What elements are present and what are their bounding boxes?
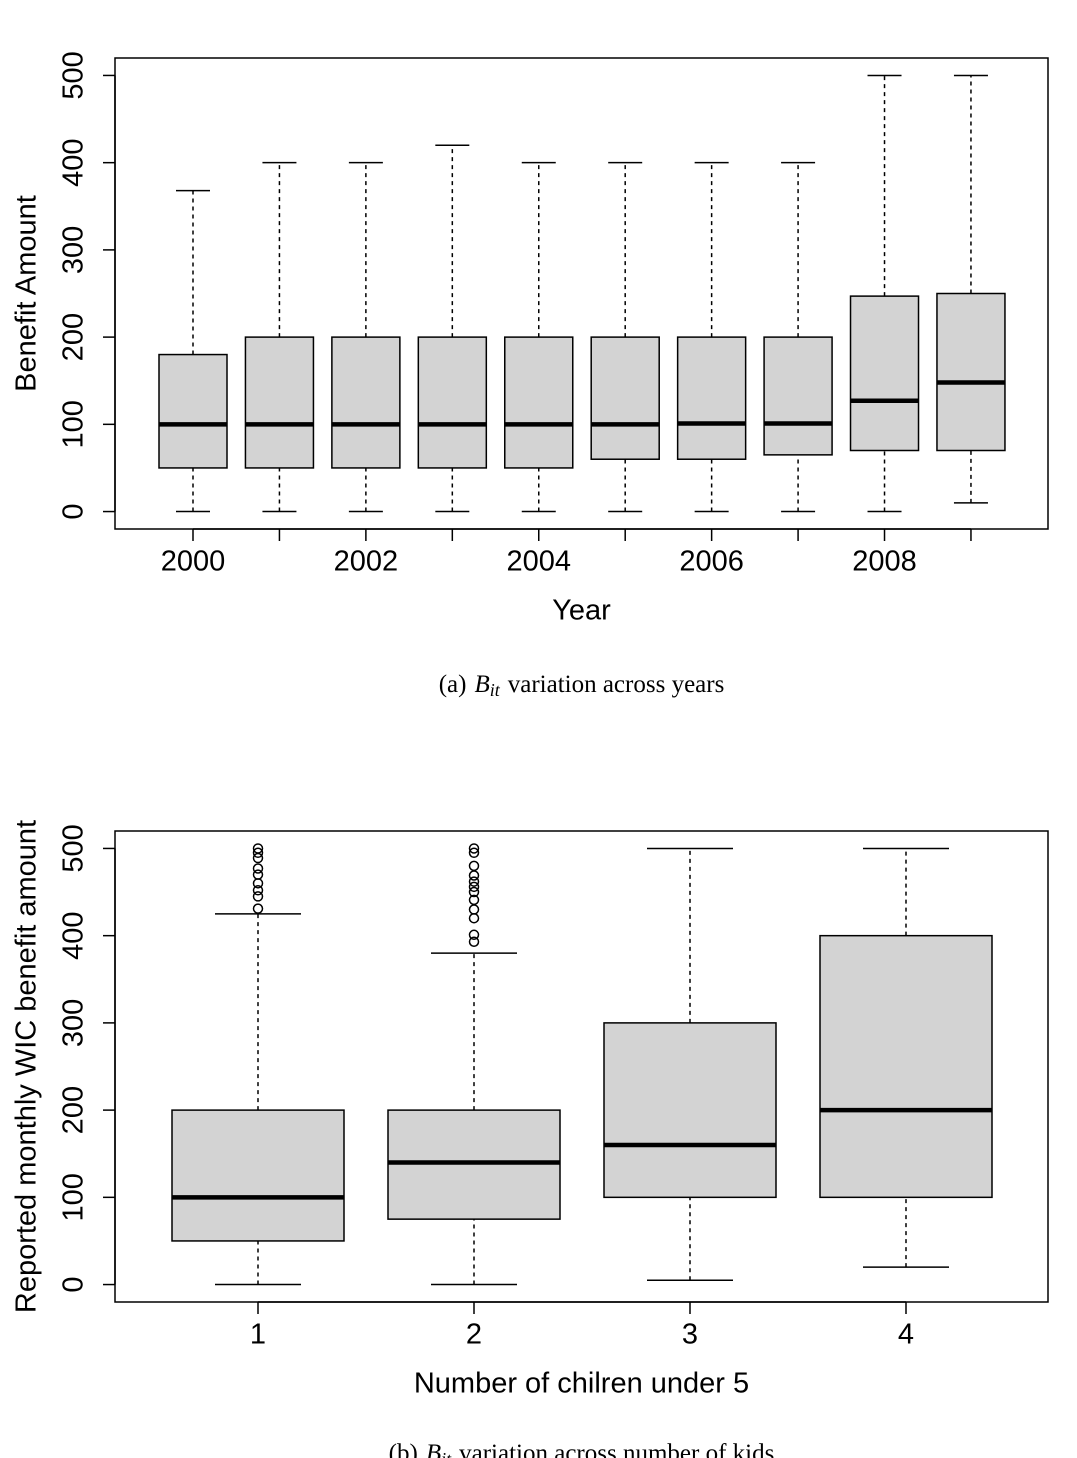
- y-tick-label: 400: [58, 911, 90, 959]
- caption-label: (b): [389, 1440, 418, 1458]
- box: [763, 336, 833, 456]
- outlier: [468, 912, 480, 924]
- outlier: [252, 885, 264, 896]
- outlier: [468, 881, 480, 893]
- outlier: [468, 936, 480, 948]
- x-tick-label: 2: [466, 1319, 482, 1351]
- outlier: [468, 876, 480, 887]
- y-tick-label: 200: [58, 313, 90, 361]
- x-tick-label: 2004: [507, 546, 572, 578]
- outlier: [468, 894, 480, 906]
- outlier: [252, 847, 264, 859]
- box: [331, 336, 401, 469]
- y-tick-label: 500: [58, 51, 90, 99]
- caption-subscript: it: [490, 680, 501, 700]
- box: [819, 934, 993, 1199]
- outlier: [468, 843, 480, 854]
- outlier: [468, 860, 480, 872]
- x-tick-label: 2008: [852, 546, 917, 578]
- box: [244, 336, 315, 469]
- outlier: [252, 863, 264, 874]
- caption-symbol: B: [426, 1440, 441, 1458]
- x-axis-title: Number of chilren under 5: [414, 1368, 749, 1400]
- caption-symbol: B: [474, 671, 489, 698]
- x-tick-label: 3: [682, 1319, 698, 1351]
- box: [676, 336, 747, 460]
- outlier: [468, 886, 480, 898]
- outlier: [252, 843, 264, 854]
- box: [171, 1109, 345, 1242]
- outlier: [468, 929, 480, 941]
- y-tick-label: 300: [58, 226, 90, 274]
- box: [158, 353, 228, 469]
- caption-text: variation across number of kids: [459, 1440, 774, 1458]
- y-tick-label: 400: [58, 138, 90, 186]
- caption: (a) Bit variation across years: [439, 671, 725, 700]
- outlier: [252, 869, 264, 880]
- box: [504, 336, 574, 469]
- box: [417, 336, 488, 469]
- x-axis-title: Year: [552, 595, 611, 627]
- outlier: [468, 904, 480, 915]
- caption-text: variation across years: [508, 671, 725, 698]
- y-tick-label: 200: [58, 1086, 90, 1134]
- y-tick-label: 100: [58, 1173, 90, 1221]
- x-tick-label: 1: [250, 1319, 266, 1351]
- outlier: [468, 870, 480, 881]
- outlier: [468, 847, 480, 859]
- caption-label: (a): [439, 671, 467, 698]
- caption-subscript: it: [441, 1449, 452, 1458]
- y-tick-label: 100: [58, 400, 90, 448]
- y-axis-title: Reported monthly WIC benefit amount: [11, 820, 43, 1313]
- y-tick-label: 0: [58, 1276, 90, 1292]
- outlier: [252, 891, 264, 902]
- outlier: [252, 903, 264, 914]
- y-tick-label: 300: [58, 999, 90, 1047]
- box: [590, 336, 660, 460]
- box: [849, 295, 920, 452]
- y-tick-label: 0: [58, 503, 90, 519]
- y-tick-label: 500: [58, 824, 90, 872]
- x-tick-label: 2006: [679, 546, 744, 578]
- x-tick-label: 2000: [161, 546, 226, 578]
- box: [603, 1022, 777, 1199]
- y-axis-title: Benefit Amount: [11, 195, 43, 392]
- x-tick-label: 4: [898, 1319, 914, 1351]
- box: [936, 292, 1006, 452]
- x-tick-label: 2002: [334, 546, 399, 578]
- caption: (b) Bit variation across number of kids: [389, 1440, 775, 1458]
